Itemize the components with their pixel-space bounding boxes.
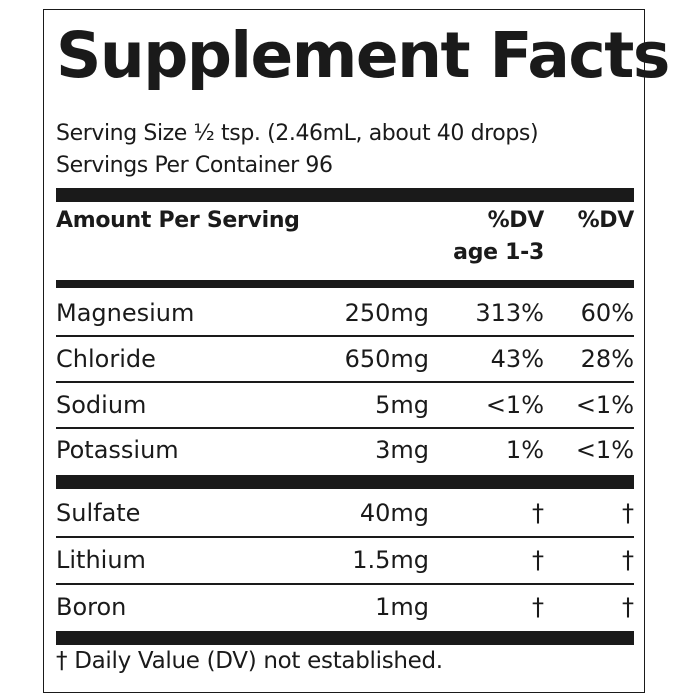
nutrient-dv-adult: <1%	[575, 436, 634, 464]
ingredient-amount: 1.5mg	[352, 546, 429, 574]
ingredient-dv-child: †	[532, 546, 544, 574]
ingredient-name: Lithium	[56, 546, 146, 574]
row-divider	[56, 427, 634, 429]
row-divider	[56, 536, 634, 538]
nutrient-row: Magnesium 250mg 313% 60%	[56, 291, 634, 335]
nutrient-name: Magnesium	[56, 299, 195, 327]
nutrient-dv-adult: 28%	[580, 345, 634, 373]
nutrient-amount: 250mg	[344, 299, 429, 327]
thick-divider-top	[56, 188, 634, 202]
nutrient-dv-child: 313%	[475, 299, 544, 327]
nutrient-dv-child: 1%	[505, 436, 544, 464]
nutrient-row: Chloride 650mg 43% 28%	[56, 337, 634, 381]
other-ingredient-row: Lithium 1.5mg † †	[56, 538, 634, 582]
nutrient-name: Sodium	[56, 391, 147, 419]
footnote: † Daily Value (DV) not established.	[56, 648, 443, 674]
other-ingredient-row: Boron 1mg † †	[56, 585, 634, 629]
ingredient-dv-child: †	[532, 593, 544, 621]
ingredient-dv-adult: †	[622, 546, 634, 574]
nutrient-row: Potassium 3mg 1% <1%	[56, 428, 634, 472]
nutrient-amount: 3mg	[375, 436, 429, 464]
thick-divider-bottom	[56, 631, 634, 645]
header-dv-child: %DV	[487, 208, 545, 233]
row-divider	[56, 583, 634, 585]
row-divider	[56, 335, 634, 337]
servings-per-container: Servings Per Container 96	[56, 153, 333, 178]
ingredient-name: Boron	[56, 593, 127, 621]
ingredient-dv-adult: †	[622, 499, 634, 527]
serving-size: Serving Size ½ tsp. (2.46mL, about 40 dr…	[56, 121, 539, 146]
ingredient-name: Sulfate	[56, 499, 141, 527]
header-amount-per-serving: Amount Per Serving	[56, 208, 300, 233]
nutrient-dv-adult: <1%	[575, 391, 634, 419]
row-divider	[56, 381, 634, 383]
nutrient-name: Potassium	[56, 436, 179, 464]
supplement-facts-panel: Supplement Facts Serving Size ½ tsp. (2.…	[43, 9, 670, 693]
ingredient-amount: 1mg	[375, 593, 429, 621]
nutrient-dv-child: <1%	[485, 391, 544, 419]
ingredient-dv-child: †	[532, 499, 544, 527]
ingredient-amount: 40mg	[359, 499, 429, 527]
medium-divider	[56, 280, 634, 288]
ingredient-dv-adult: †	[622, 593, 634, 621]
nutrient-dv-child: 43%	[490, 345, 544, 373]
nutrient-dv-adult: 60%	[580, 299, 634, 327]
panel-title: Supplement Facts	[56, 19, 670, 92]
nutrient-amount: 5mg	[375, 391, 429, 419]
header-dv-child-age: age 1-3	[453, 240, 544, 265]
nutrient-row: Sodium 5mg <1% <1%	[56, 383, 634, 427]
other-ingredient-row: Sulfate 40mg † †	[56, 491, 634, 535]
nutrient-amount: 650mg	[344, 345, 429, 373]
header-dv-adult: %DV	[577, 208, 635, 233]
nutrient-name: Chloride	[56, 345, 156, 373]
thick-divider-middle	[56, 475, 634, 489]
